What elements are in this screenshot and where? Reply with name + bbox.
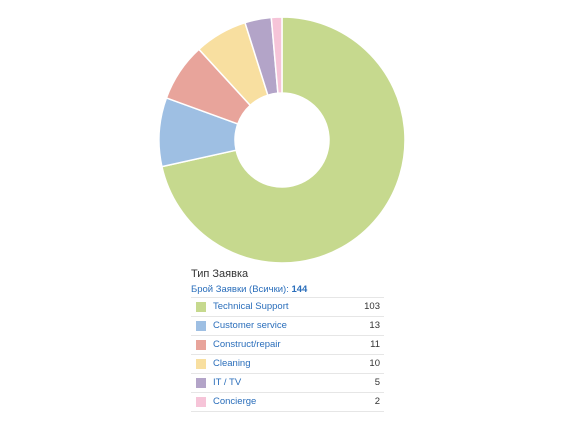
legend-value: 11 [370,339,380,350]
legend-label[interactable]: Construct/repair [213,339,281,350]
legend-swatch [196,378,206,388]
legend-label[interactable]: Cleaning [213,358,251,369]
legend-value: 103 [364,301,380,312]
legend-item-it-tv[interactable]: IT / TV 5 [191,374,384,393]
legend-item-cleaning[interactable]: Cleaning 10 [191,355,384,374]
legend-item-concierge[interactable]: Concierge 2 [191,393,384,412]
legend-swatch [196,302,206,312]
legend-swatch [196,321,206,331]
legend-value: 2 [374,396,380,407]
legend-item-construct-repair[interactable]: Construct/repair 11 [191,336,384,355]
legend-swatch [196,340,206,350]
legend-item-customer-service[interactable]: Customer service 13 [191,317,384,336]
slice-technical-support[interactable] [161,16,406,264]
legend-value: 10 [369,358,380,369]
donut-chart [158,16,406,264]
legend-label[interactable]: IT / TV [213,377,242,388]
legend-label[interactable]: Technical Support [213,301,289,312]
total-label: Брой Заявки (Всички): [191,284,289,295]
total-count: Брой Заявки (Всички): 144 [191,283,391,296]
legend-value: 5 [374,377,380,388]
legend-value: 13 [369,320,380,331]
legend-swatch [196,359,206,369]
legend-label[interactable]: Concierge [213,396,257,407]
legend-item-technical-support[interactable]: Technical Support 103 [191,298,384,317]
slice-concierge[interactable] [270,16,283,94]
total-value: 144 [291,284,308,295]
legend-label[interactable]: Customer service [213,320,287,331]
chart-title: Тип Заявка [191,268,249,280]
chart-legend: Technical Support 103 Customer service 13 Co… [191,297,384,412]
legend-swatch [196,397,206,407]
chart-summary: Тип Заявка Брой Заявки (Всички): 144 [191,267,391,296]
